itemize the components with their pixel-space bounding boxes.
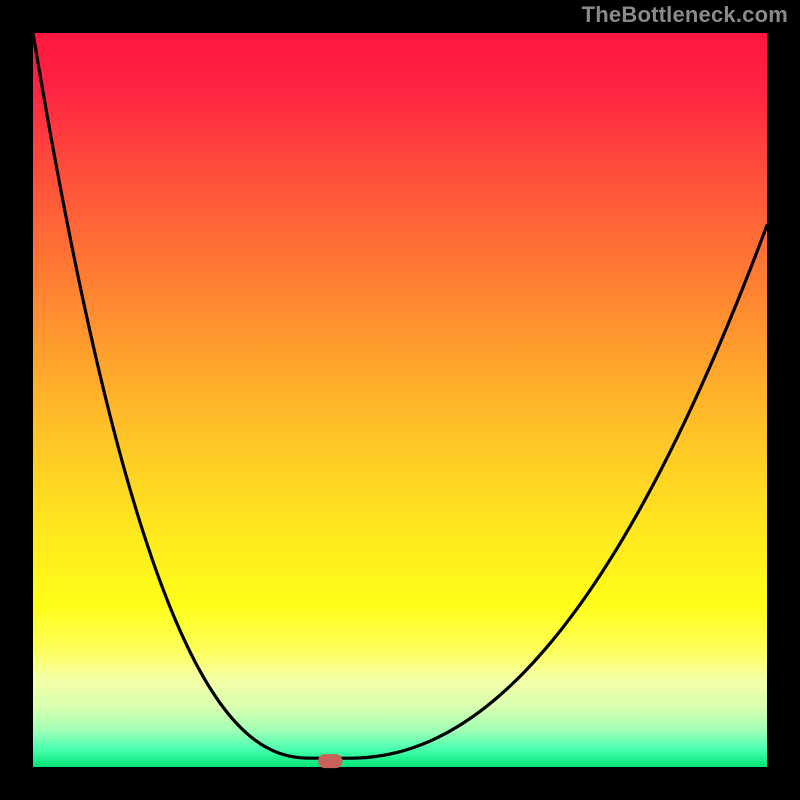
plot-area [33,33,767,767]
watermark-text: TheBottleneck.com [582,2,788,28]
bottleneck-chart: TheBottleneck.com [0,0,800,800]
optimal-marker [318,754,342,768]
chart-svg [0,0,800,800]
